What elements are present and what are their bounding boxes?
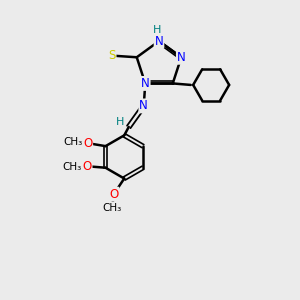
Text: O: O	[83, 136, 92, 150]
Text: O: O	[109, 188, 119, 201]
Text: N: N	[177, 51, 186, 64]
Text: H: H	[153, 25, 162, 35]
Text: N: N	[141, 77, 150, 90]
Text: S: S	[108, 49, 116, 62]
Text: H: H	[116, 116, 124, 127]
Text: N: N	[140, 99, 148, 112]
Text: CH₃: CH₃	[103, 202, 122, 213]
Text: CH₃: CH₃	[62, 162, 82, 172]
Text: CH₃: CH₃	[63, 136, 82, 147]
Text: O: O	[82, 160, 92, 173]
Text: N: N	[154, 34, 164, 48]
